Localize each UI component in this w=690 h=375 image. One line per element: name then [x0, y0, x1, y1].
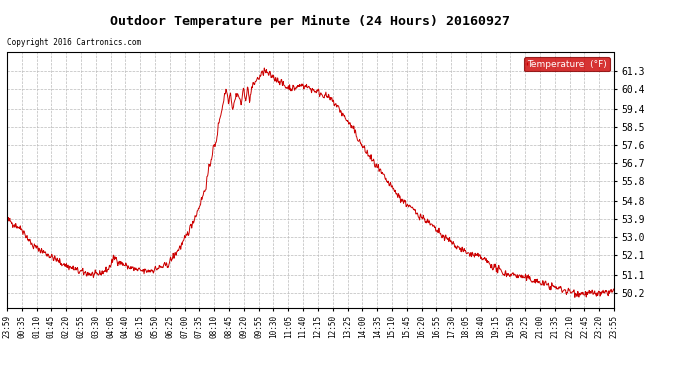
- Legend: Temperature  (°F): Temperature (°F): [524, 57, 609, 71]
- Text: Outdoor Temperature per Minute (24 Hours) 20160927: Outdoor Temperature per Minute (24 Hours…: [110, 15, 511, 28]
- Text: Copyright 2016 Cartronics.com: Copyright 2016 Cartronics.com: [7, 38, 141, 47]
